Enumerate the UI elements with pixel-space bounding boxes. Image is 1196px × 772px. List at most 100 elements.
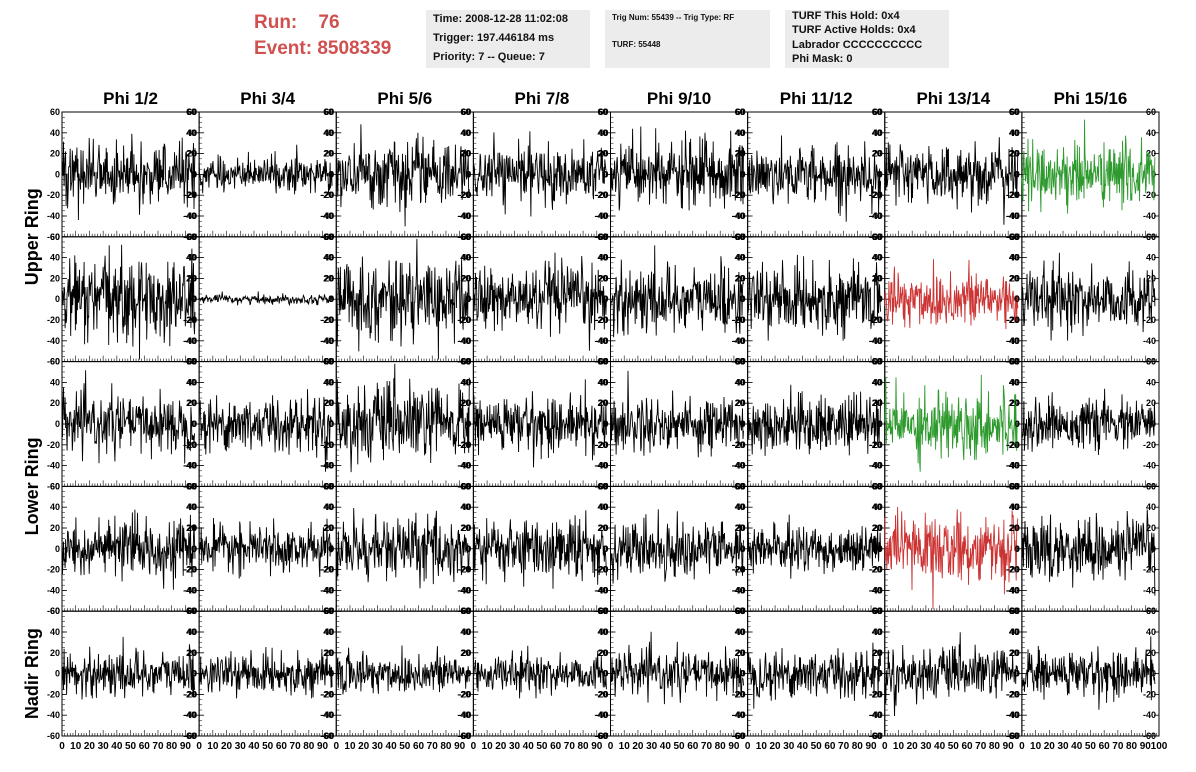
y-tick-label: 20 <box>324 523 334 533</box>
y-tick-label: -40 <box>595 461 608 471</box>
y-tick-label: 40 <box>461 253 471 263</box>
time-line: Time: 2008-12-28 11:02:08 <box>433 13 568 25</box>
trigger-info-box: Trig Num: 55439 -- Trig Type: RF TURF: 5… <box>605 10 770 68</box>
y-tick-label-right: 20 <box>1009 149 1019 159</box>
y-tick-label-right: 60 <box>872 232 882 242</box>
y-tick-label: 20 <box>736 149 746 159</box>
y-tick-label-right: -20 <box>594 565 607 575</box>
x-tick-label: 70 <box>975 741 987 752</box>
y-tick-label-right: -20 <box>457 689 470 699</box>
y-tick-label: 40 <box>736 128 746 138</box>
y-tick-label-right: -40 <box>320 336 333 346</box>
y-tick-label: -40 <box>1007 336 1020 346</box>
y-tick-label: -60 <box>321 731 334 741</box>
y-tick-label-right: 40 <box>1146 128 1156 138</box>
y-tick-label-right: -40 <box>1143 461 1156 471</box>
y-tick-label: -60 <box>47 232 60 242</box>
x-tick-label: 0 <box>59 741 65 752</box>
y-tick-label: 0 <box>741 419 746 429</box>
y-tick-label: -40 <box>1007 461 1020 471</box>
y-tick-label: -40 <box>458 211 471 221</box>
y-tick-label-right: 0 <box>465 169 470 179</box>
y-tick-label: 20 <box>50 149 60 159</box>
y-tick-label: -40 <box>733 336 746 346</box>
y-tick-label: -40 <box>1007 710 1020 720</box>
y-tick-label-right: 40 <box>186 502 196 512</box>
x-tick-label: 60 <box>550 741 562 752</box>
y-tick-label: -40 <box>733 461 746 471</box>
y-tick-label-right: 20 <box>735 648 745 658</box>
y-tick-label: 20 <box>461 273 471 283</box>
event-row: Event: 8508339 <box>254 36 391 62</box>
column-title: Phi 1/2 <box>103 89 158 108</box>
x-tick-label: 40 <box>1071 741 1083 752</box>
y-tick-label-right: 40 <box>872 502 882 512</box>
y-tick-label-right: -40 <box>320 461 333 471</box>
y-tick-label-right: -40 <box>732 710 745 720</box>
x-tick-label: 90 <box>728 741 740 752</box>
y-tick-label: 40 <box>324 377 334 387</box>
x-tick-label: 70 <box>152 741 164 752</box>
y-tick-label: 0 <box>603 669 608 679</box>
x-tick-label: 20 <box>1044 741 1056 752</box>
y-tick-label: -20 <box>870 689 883 699</box>
y-tick-label-right: -20 <box>1006 689 1019 699</box>
y-tick-label: -40 <box>47 585 60 595</box>
y-tick-label-right: -40 <box>183 710 196 720</box>
waveform-trace <box>610 631 744 705</box>
y-tick-label: -20 <box>733 565 746 575</box>
y-tick-label-right: 60 <box>186 606 196 616</box>
y-tick-label-right: 40 <box>872 377 882 387</box>
y-tick-label-right: -20 <box>732 565 745 575</box>
column-title: Phi 13/14 <box>916 89 990 108</box>
y-tick-label-right: -40 <box>1143 336 1156 346</box>
run-row: Run: 76 <box>254 10 391 36</box>
y-tick-label: -60 <box>595 731 608 741</box>
y-tick-label: 40 <box>461 377 471 387</box>
y-tick-label: 60 <box>324 107 334 117</box>
y-tick-label: 40 <box>187 627 197 637</box>
y-tick-label-right: -20 <box>1006 315 1019 325</box>
y-tick-label-right: 20 <box>186 149 196 159</box>
x-tick-label: 90 <box>1003 741 1015 752</box>
y-tick-label-right: 60 <box>597 357 607 367</box>
waveform-trace <box>61 244 196 360</box>
x-tick-label: 50 <box>1085 741 1097 752</box>
y-tick-label: 0 <box>466 669 471 679</box>
y-tick-label: 40 <box>873 128 883 138</box>
y-tick-label-right: 0 <box>1151 419 1156 429</box>
y-tick-label: 40 <box>873 253 883 263</box>
y-tick-label: 0 <box>329 294 334 304</box>
y-tick-label: 20 <box>598 523 608 533</box>
y-tick-label: -20 <box>321 565 334 575</box>
x-tick-label: 30 <box>646 741 658 752</box>
y-tick-label-right: -40 <box>732 336 745 346</box>
y-tick-label: -40 <box>321 710 334 720</box>
x-tick-label: 60 <box>1099 741 1111 752</box>
y-tick-label-right: 60 <box>186 481 196 491</box>
y-tick-label-right: 40 <box>323 128 333 138</box>
y-tick-label: -20 <box>321 440 334 450</box>
y-tick-label: 20 <box>461 648 471 658</box>
y-tick-label: 40 <box>187 253 197 263</box>
y-tick-label: 40 <box>461 627 471 637</box>
run-value: 76 <box>318 12 340 33</box>
y-tick-label-right: 60 <box>460 107 470 117</box>
y-tick-label-right: 20 <box>1146 523 1156 533</box>
y-tick-label-right: -20 <box>869 689 882 699</box>
y-tick-label: 0 <box>466 294 471 304</box>
y-tick-label: 40 <box>50 128 60 138</box>
y-tick-label: 40 <box>324 253 334 263</box>
y-tick-label: 60 <box>873 107 883 117</box>
y-tick-label-right: -20 <box>1006 190 1019 200</box>
y-tick-label: -60 <box>47 606 60 616</box>
y-tick-label: -20 <box>184 315 197 325</box>
y-tick-label-right: 0 <box>328 419 333 429</box>
event-label: Event: <box>254 38 313 59</box>
x-tick-label: 60 <box>824 741 836 752</box>
y-tick-label: 60 <box>461 357 471 367</box>
y-tick-label-right: 20 <box>186 398 196 408</box>
run-event-header: Run: 76 Event: 8508339 <box>254 10 391 62</box>
y-tick-label-right: -40 <box>457 710 470 720</box>
y-tick-label: 60 <box>50 606 60 616</box>
